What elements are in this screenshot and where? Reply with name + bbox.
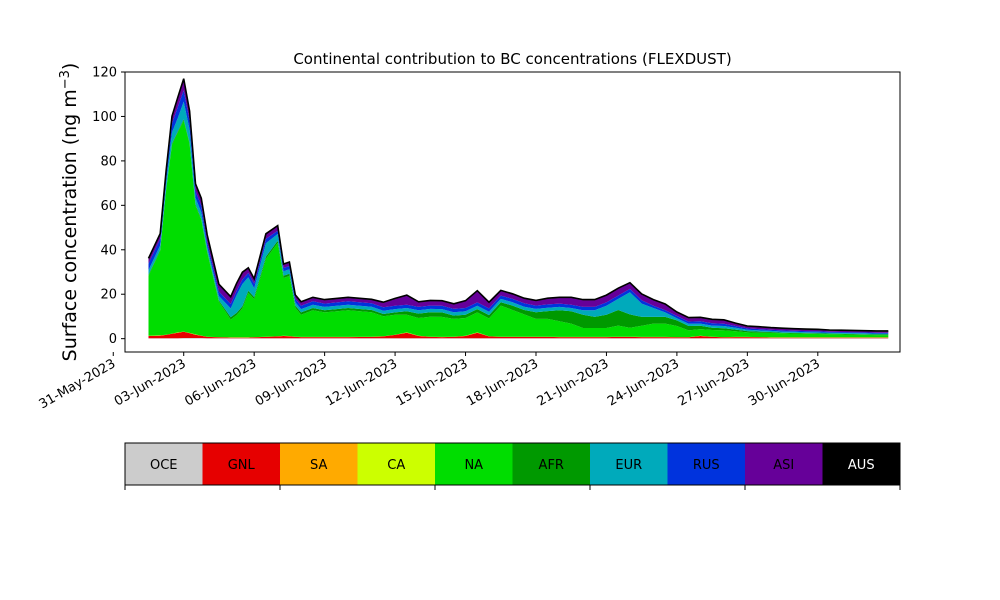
y-tick-label: 40 <box>100 243 117 258</box>
x-tick-label: 09-Jun-2023 <box>253 356 330 409</box>
legend-label-na: NA <box>464 458 483 473</box>
y-axis-label-close: ) <box>59 63 81 70</box>
area-series-ca <box>148 331 889 338</box>
y-tick-label: 120 <box>92 66 117 81</box>
legend-swatch-na <box>435 443 513 485</box>
area-series-oce <box>148 338 889 339</box>
legend-frame <box>124 442 901 486</box>
legend-colorbar: OCE GNL SA CA NA AFR EUR RUS ASI AUS <box>124 442 901 490</box>
x-tick-label: 12-Jun-2023 <box>323 356 400 409</box>
x-tick-label: 15-Jun-2023 <box>394 356 471 409</box>
legend-swatch-asi <box>745 443 823 485</box>
legend-label-afr: AFR <box>539 458 564 473</box>
chart-title: Continental contribution to BC concentra… <box>293 50 731 68</box>
legend-label-aus: AUS <box>848 458 875 473</box>
x-tick-label: 06-Jun-2023 <box>182 356 259 409</box>
legend-label-gnl: GNL <box>228 458 256 473</box>
y-tick-label: 100 <box>92 110 117 125</box>
legend-label-sa: SA <box>310 458 327 473</box>
x-tick-label: 31-May-2023 <box>37 356 119 412</box>
y-tick-label: 20 <box>100 288 117 303</box>
legend-swatch-afr <box>512 443 590 485</box>
y-tick-label: 60 <box>100 199 117 214</box>
y-tick-label: 80 <box>100 154 117 169</box>
y-axis-label-exponent: −3 <box>58 70 73 89</box>
legend-swatch-ca <box>357 443 435 485</box>
x-tick-label: 24-Jun-2023 <box>605 356 682 409</box>
area-series-na <box>148 120 889 338</box>
x-tick-label: 27-Jun-2023 <box>676 356 753 409</box>
x-tick-label: 30-Jun-2023 <box>746 356 823 409</box>
legend-swatch-aus <box>822 443 900 485</box>
plot-frame <box>124 71 901 353</box>
legend-label-eur: EUR <box>615 458 642 473</box>
plot-area: 0 20 40 60 80 100 120 31-May-202303-Jun-202306-… <box>37 66 901 412</box>
legend-swatch-gnl <box>202 443 280 485</box>
y-axis-label: Surface concentration (ng m−3) <box>58 63 82 362</box>
legend-swatch-oce <box>125 443 203 485</box>
x-tick-label: 18-Jun-2023 <box>464 356 541 409</box>
legend-label-rus: RUS <box>693 458 720 473</box>
legend-swatch-sa <box>280 443 358 485</box>
y-axis-label-main: Surface concentration (ng m <box>59 89 81 361</box>
legend-label-oce: OCE <box>150 458 178 473</box>
total-outline-line <box>147 78 889 332</box>
y-tick-label: 0 <box>109 332 117 347</box>
legend-swatch-rus <box>667 443 745 485</box>
legend-label-ca: CA <box>387 458 405 473</box>
area-series-gnl <box>148 331 889 339</box>
legend-label-asi: ASI <box>773 458 794 473</box>
x-tick-label: 03-Jun-2023 <box>112 356 189 409</box>
legend-swatch-eur <box>590 443 668 485</box>
x-tick-label: 21-Jun-2023 <box>535 356 612 409</box>
